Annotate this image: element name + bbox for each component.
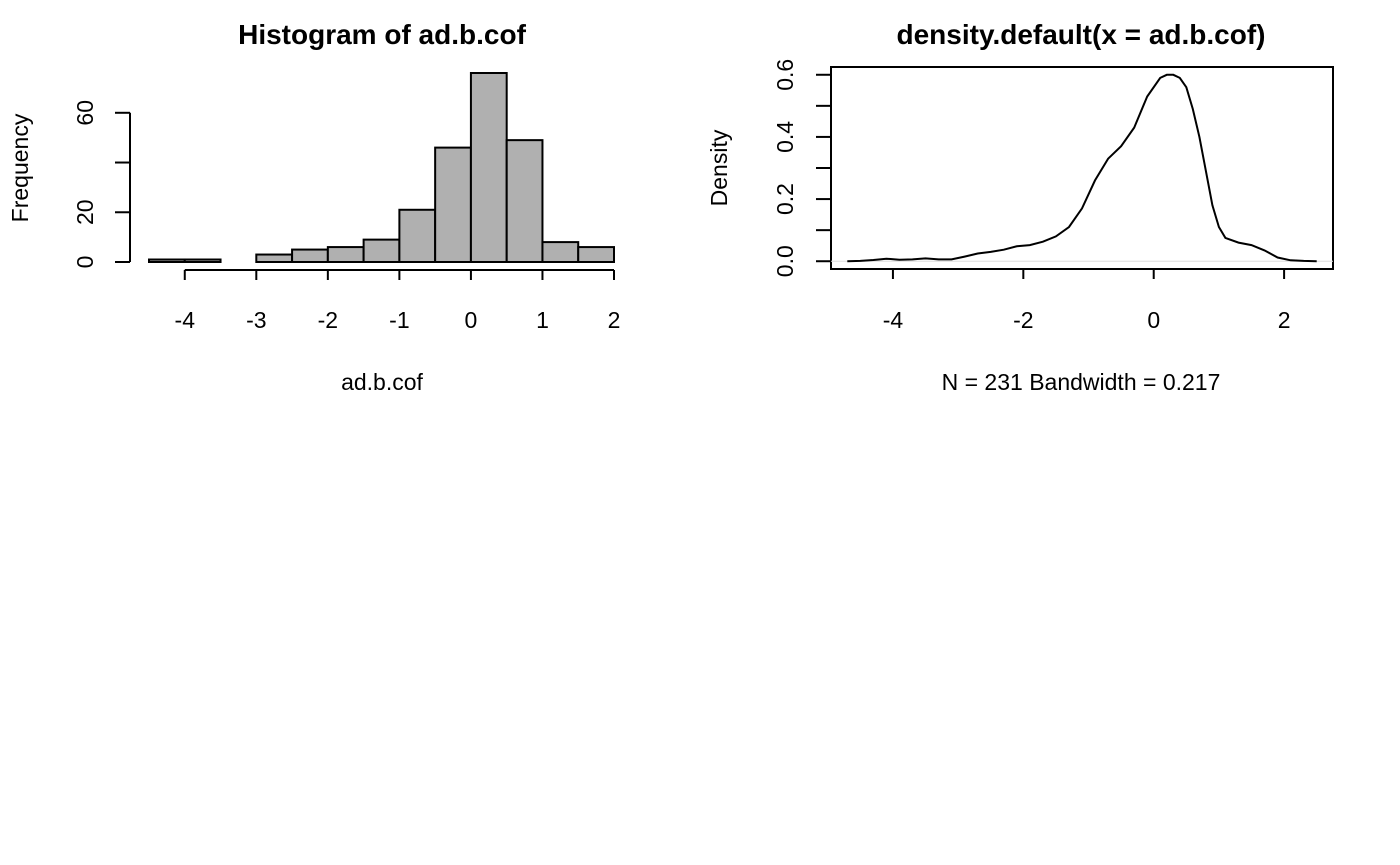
density-y-tick-label: 0.2	[772, 183, 798, 215]
density-panel: density.default(x = ad.b.cof) Density N …	[706, 19, 1334, 395]
histogram-panel: Histogram of ad.b.cof Frequency ad.b.cof…	[7, 19, 620, 395]
histogram-x-axis: -4 -3 -2 -1 0 1 2	[175, 269, 621, 333]
density-y-axis-label: Density	[706, 129, 732, 206]
histogram-x-tick-label: -4	[175, 307, 196, 333]
histogram-x-tick-label: -2	[318, 307, 338, 333]
density-y-tick-label: 0.0	[772, 245, 798, 277]
histogram-x-tick-label: 0	[465, 307, 478, 333]
density-y-axis: 0.0 0.2 0.4 0.6	[772, 59, 831, 277]
density-title: density.default(x = ad.b.cof)	[897, 19, 1266, 50]
density-x-tick-label: 0	[1147, 307, 1160, 333]
histogram-y-axis-label: Frequency	[7, 113, 33, 222]
density-curve	[847, 73, 1317, 263]
histogram-bar	[148, 258, 186, 263]
histogram-bar	[291, 248, 329, 264]
histogram-bar	[326, 246, 365, 264]
histogram-x-tick-label: 1	[536, 307, 549, 333]
histogram-bar	[183, 258, 222, 263]
histogram-x-tick-label: -3	[246, 307, 266, 333]
histogram-bar	[434, 146, 472, 264]
histogram-y-tick-label: 60	[72, 100, 98, 126]
histogram-bar	[541, 241, 580, 264]
density-x-tick-label: 2	[1278, 307, 1291, 333]
density-x-tick-label: -4	[883, 307, 904, 333]
histogram-y-axis: 0 20 60	[72, 100, 131, 269]
histogram-bar	[505, 139, 544, 263]
density-y-tick-label: 0.6	[772, 59, 798, 91]
histogram-bar	[577, 246, 616, 264]
density-y-tick-label: 0.4	[772, 121, 798, 153]
histogram-title: Histogram of ad.b.cof	[238, 19, 526, 50]
histogram-bar	[398, 208, 437, 264]
histogram-bar	[469, 72, 508, 263]
density-x-axis-label: N = 231 Bandwidth = 0.217	[942, 369, 1221, 395]
histogram-bars	[148, 72, 616, 264]
histogram-y-tick-label: 0	[72, 256, 98, 269]
density-plot-frame	[830, 66, 1334, 270]
density-x-axis: -4 -2 0 2	[883, 269, 1291, 333]
histogram-x-axis-label: ad.b.cof	[341, 369, 423, 395]
histogram-y-tick-label: 20	[72, 199, 98, 225]
histogram-bar	[255, 253, 294, 264]
histogram-x-tick-label: -1	[389, 307, 409, 333]
histogram-bar	[362, 238, 401, 264]
histogram-x-tick-label: 2	[608, 307, 621, 333]
density-x-tick-label: -2	[1013, 307, 1033, 333]
